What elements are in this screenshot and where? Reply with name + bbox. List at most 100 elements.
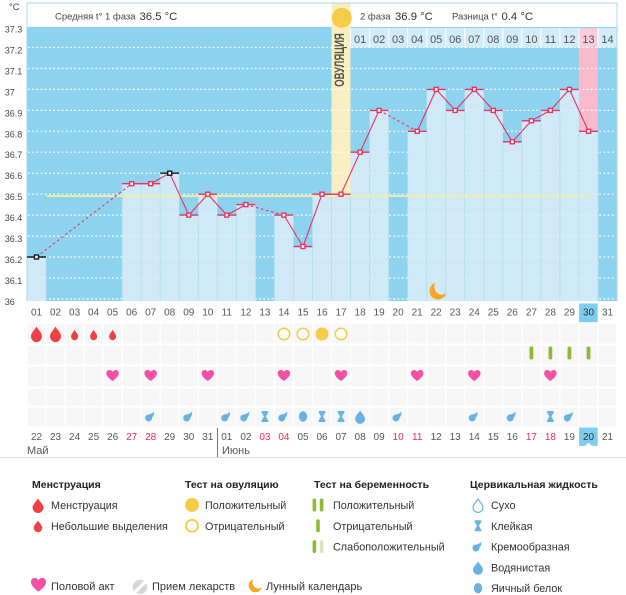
svg-text:36.8: 36.8 [5,129,23,139]
svg-text:05: 05 [297,432,309,443]
svg-text:08: 08 [355,432,367,443]
svg-text:°C: °C [9,2,20,13]
svg-text:26: 26 [507,308,519,319]
svg-text:20: 20 [583,432,595,443]
svg-text:17: 17 [335,308,347,319]
svg-text:14: 14 [601,34,613,46]
svg-text:28: 28 [545,308,557,319]
svg-text:24: 24 [69,432,81,443]
svg-text:09: 09 [183,308,195,319]
svg-text:02: 02 [373,34,385,46]
svg-text:02: 02 [50,308,62,319]
svg-text:36.2: 36.2 [5,255,23,265]
svg-text:ОВУЛЯЦИЯ: ОВУЛЯЦИЯ [331,33,347,87]
svg-text:30: 30 [583,308,595,319]
svg-text:Средняя t° 1 фаза: Средняя t° 1 фаза [55,12,136,23]
svg-text:25: 25 [488,308,500,319]
svg-text:Небольшие выделения: Небольшие выделения [51,521,168,533]
svg-text:29: 29 [564,308,576,319]
svg-text:19: 19 [564,432,576,443]
svg-text:27: 27 [126,432,138,443]
svg-text:27: 27 [526,308,538,319]
svg-text:26: 26 [107,432,119,443]
svg-text:36.4: 36.4 [5,213,23,223]
svg-text:37.2: 37.2 [5,46,23,56]
svg-text:Сухо: Сухо [491,500,515,512]
svg-text:Менструация: Менструация [51,500,118,512]
svg-text:02: 02 [240,432,252,443]
svg-text:21: 21 [602,432,614,443]
svg-text:24: 24 [469,308,481,319]
svg-text:19: 19 [374,308,386,319]
svg-text:15: 15 [488,432,500,443]
svg-text:Положительный: Положительный [333,500,414,512]
svg-text:Яичный белок: Яичный белок [491,583,562,595]
svg-text:Водянистая: Водянистая [491,562,550,574]
svg-text:36: 36 [5,297,15,307]
svg-text:Цервикальная жидкость: Цервикальная жидкость [470,479,598,491]
svg-text:07: 07 [335,432,347,443]
svg-text:Тест на беременность: Тест на беременность [314,479,430,491]
svg-text:Менструация: Менструация [32,479,101,491]
svg-text:17: 17 [526,432,538,443]
svg-text:14: 14 [469,432,481,443]
svg-text:23: 23 [450,308,462,319]
svg-text:07: 07 [468,34,480,46]
svg-text:10: 10 [525,34,537,46]
svg-text:36.9 °C: 36.9 °C [395,11,433,23]
svg-text:21: 21 [412,308,424,319]
svg-text:03: 03 [259,432,271,443]
svg-text:25: 25 [88,432,100,443]
svg-text:36.9: 36.9 [5,108,23,118]
svg-text:0.4 °C: 0.4 °C [502,11,534,23]
svg-text:03: 03 [69,308,81,319]
svg-text:04: 04 [411,34,423,46]
svg-text:36.7: 36.7 [5,150,23,160]
svg-text:12: 12 [240,308,252,319]
svg-text:23: 23 [50,432,62,443]
svg-text:16: 16 [507,432,519,443]
svg-text:12: 12 [431,432,443,443]
svg-text:06: 06 [449,34,461,46]
svg-text:11: 11 [222,308,233,319]
svg-text:30: 30 [183,432,195,443]
svg-text:Слабоположительный: Слабоположительный [333,542,445,554]
svg-text:Май: Май [27,445,49,457]
svg-text:37: 37 [5,87,15,97]
svg-text:Лунный календарь: Лунный календарь [266,581,363,593]
svg-text:Клейкая: Клейкая [491,521,533,533]
svg-text:06: 06 [126,308,138,319]
svg-text:Отрицательный: Отрицательный [333,521,412,533]
svg-text:36.6: 36.6 [5,171,23,181]
svg-text:10: 10 [202,308,214,319]
svg-text:Тест на овуляцию: Тест на овуляцию [185,479,279,491]
svg-text:16: 16 [316,308,328,319]
svg-text:05: 05 [107,308,119,319]
svg-text:14: 14 [278,308,290,319]
svg-text:01: 01 [31,308,43,319]
svg-text:37.3: 37.3 [5,25,23,35]
svg-text:03: 03 [392,34,404,46]
svg-text:36.5: 36.5 [5,192,23,202]
svg-text:31: 31 [602,308,614,319]
svg-text:08: 08 [164,308,176,319]
svg-text:04: 04 [88,308,100,319]
svg-text:Разница t°: Разница t° [452,12,498,23]
svg-text:2 фаза: 2 фаза [360,12,391,23]
svg-text:04: 04 [278,432,290,443]
svg-text:15: 15 [297,308,309,319]
svg-text:18: 18 [545,432,557,443]
svg-text:31: 31 [202,432,214,443]
svg-text:11: 11 [545,34,556,46]
svg-text:20: 20 [393,308,405,319]
svg-text:28: 28 [145,432,157,443]
svg-text:01: 01 [354,34,366,46]
svg-text:Прием лекарств: Прием лекарств [152,581,235,593]
svg-text:12: 12 [563,34,575,46]
svg-text:37.1: 37.1 [5,67,23,77]
svg-text:Кремообразная: Кремообразная [491,542,570,554]
svg-text:Половой акт: Половой акт [51,581,115,593]
svg-text:11: 11 [412,432,423,443]
svg-text:06: 06 [316,432,328,443]
svg-text:36.5 °C: 36.5 °C [140,11,178,23]
